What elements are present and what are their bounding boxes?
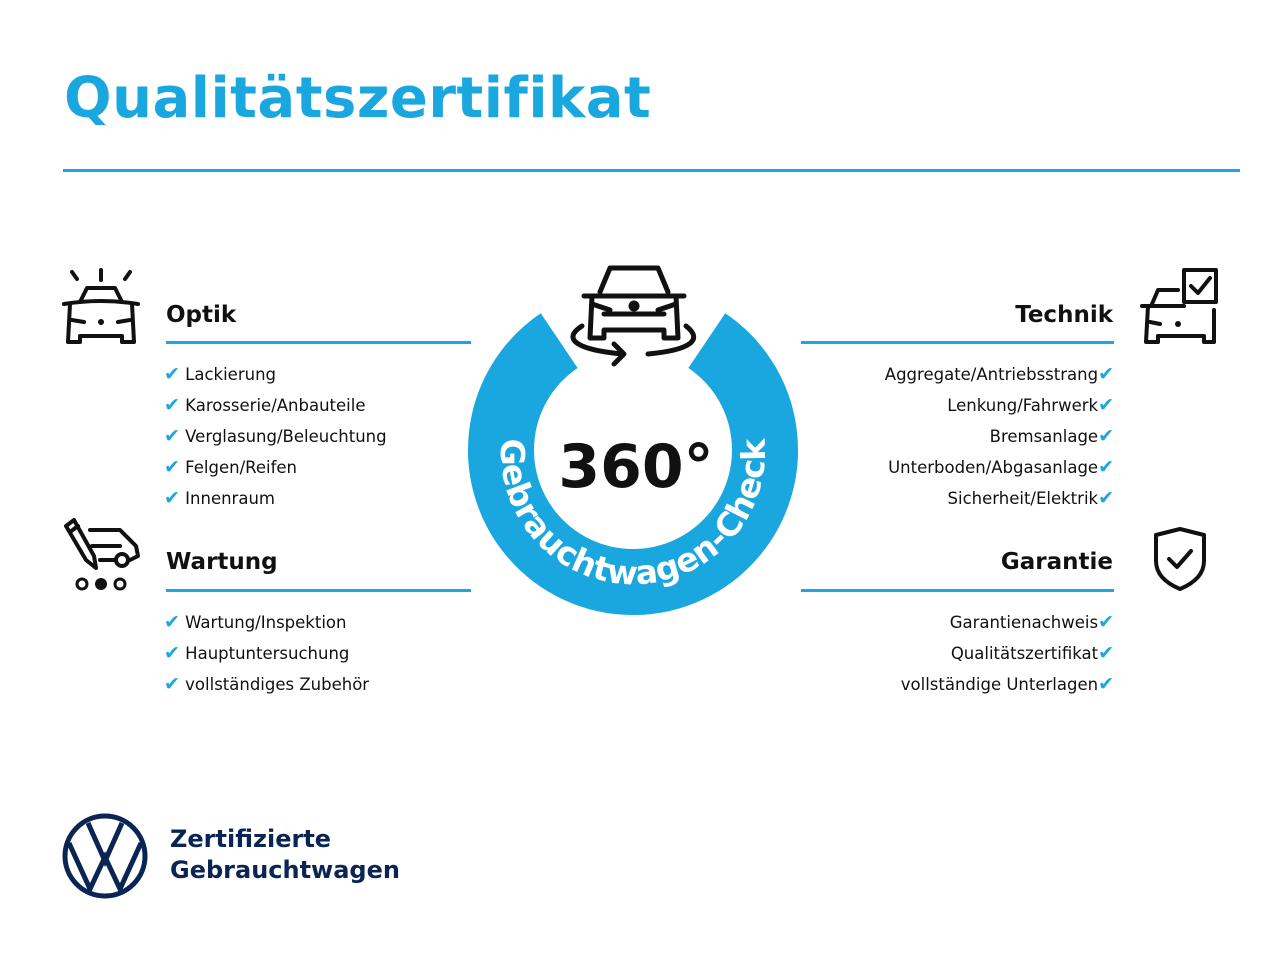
check-icon: ✔ (1098, 456, 1114, 478)
check-icon: ✔ (164, 394, 180, 416)
title-divider (63, 169, 1240, 172)
list-item: Qualitätszertifikat✔ (950, 642, 1114, 664)
tagline-line2: Gebrauchtwagen (170, 856, 400, 884)
wartung-list: ✔ Wartung/Inspektion ✔ Hauptuntersuchung… (164, 607, 369, 700)
check-icon: ✔ (164, 456, 180, 478)
check-icon: ✔ (1098, 394, 1114, 416)
check-icon: ✔ (1098, 425, 1114, 447)
section-heading-optik: Optik (166, 302, 237, 328)
car-checkbox-icon (1140, 268, 1218, 344)
list-item: ✔ Innenraum (164, 487, 275, 509)
check-icon: ✔ (1098, 363, 1114, 385)
360-check-badge: Gebrauchtwagen-Check 360° (468, 265, 798, 615)
car-rotate-icon (570, 265, 697, 367)
list-item: Sicherheit/Elektrik✔ (947, 487, 1114, 509)
list-item: ✔ Verglasung/Beleuchtung (164, 425, 387, 447)
check-icon: ✔ (164, 611, 180, 633)
list-item: ✔ vollständiges Zubehör (164, 673, 370, 695)
list-item: Unterboden/Abgasanlage✔ (888, 456, 1114, 478)
badge-ring (468, 313, 798, 615)
section-heading-wartung: Wartung (166, 549, 278, 575)
wartung-divider (166, 589, 471, 592)
service-van-pencil-icon (64, 518, 140, 591)
check-icon: ✔ (164, 363, 180, 385)
section-heading-technik: Technik (1015, 302, 1113, 328)
check-icon: ✔ (1098, 673, 1114, 695)
list-item: Aggregate/Antriebsstrang✔ (884, 363, 1114, 385)
check-icon: ✔ (1098, 487, 1114, 509)
garantie-list: Garantienachweis✔ Qualitätszertifikat✔ v… (901, 607, 1114, 700)
car-lights-icon (62, 268, 140, 344)
check-icon: ✔ (1098, 611, 1114, 633)
list-item: vollständige Unterlagen✔ (900, 673, 1114, 695)
shield-check-icon (1154, 527, 1206, 591)
optik-divider (166, 341, 471, 344)
list-item: ✔ Felgen/Reifen (164, 456, 298, 478)
check-icon: ✔ (1098, 642, 1114, 664)
brand-tagline: Zertifizierte Gebrauchtwagen (170, 824, 400, 886)
list-item: Garantienachweis✔ (949, 611, 1114, 633)
tagline-line1: Zertifizierte (170, 825, 332, 853)
check-icon: ✔ (164, 425, 180, 447)
check-icon: ✔ (164, 673, 180, 695)
page-title: Qualitätszertifikat (64, 66, 652, 131)
optik-list: ✔ Lackierung ✔ Karosserie/Anbauteile ✔ V… (164, 359, 387, 514)
list-item: ✔ Wartung/Inspektion (164, 611, 347, 633)
technik-list: Aggregate/Antriebsstrang✔ Lenkung/Fahrwe… (885, 359, 1114, 514)
list-item: ✔ Hauptuntersuchung (164, 642, 350, 664)
list-item: Lenkung/Fahrwerk✔ (947, 394, 1114, 416)
vw-logo (62, 813, 148, 899)
technik-divider (801, 341, 1114, 344)
list-item: ✔ Karosserie/Anbauteile (164, 394, 366, 416)
section-heading-garantie: Garantie (1000, 549, 1113, 575)
check-icon: ✔ (164, 487, 180, 509)
list-item: ✔ Lackierung (164, 363, 277, 385)
list-item: Bremsanlage✔ (989, 425, 1114, 447)
garantie-divider (801, 589, 1114, 592)
check-icon: ✔ (164, 642, 180, 664)
360-label: 360° (558, 432, 713, 502)
